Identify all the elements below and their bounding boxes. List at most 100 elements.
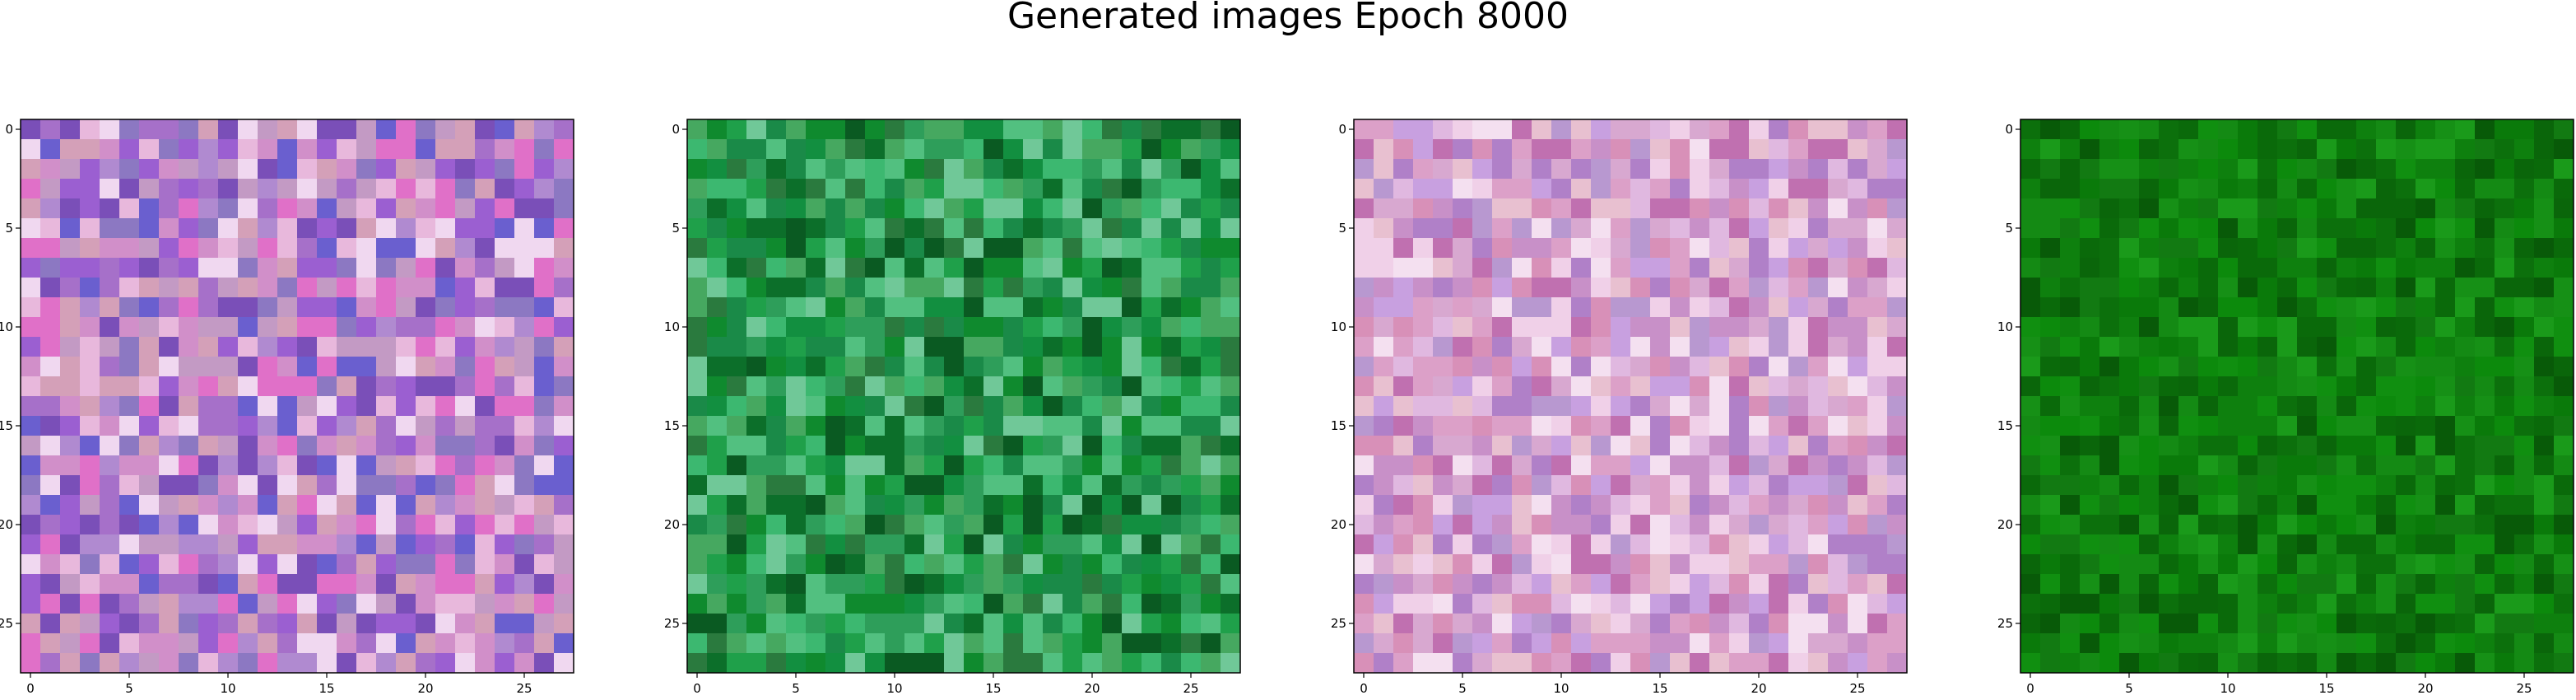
heatmap-cell [1492,534,1513,555]
heatmap-cell [944,278,965,298]
heatmap-cell [2317,396,2337,417]
heatmap-cell [2257,534,2278,555]
heatmap-cell [2020,238,2041,259]
heatmap-cell [2514,416,2535,436]
heatmap-cell [825,159,846,180]
heatmap-cell [865,574,886,595]
heatmap-cell [1122,179,1142,199]
heatmap-cell [1003,416,1024,436]
heatmap-cell [1788,218,1809,239]
heatmap-cell [356,159,377,180]
heatmap-cell [1102,534,1123,555]
heatmap-cell [964,633,984,654]
heatmap-cell [1354,278,1374,298]
heatmap-cell [60,337,81,357]
heatmap-cell [1532,317,1552,338]
heatmap-cell [2495,357,2515,377]
heatmap-cell [475,554,495,575]
axes-frame [1353,119,1908,674]
heatmap-cell [2297,119,2318,140]
heatmap-cell [2534,574,2555,595]
heatmap-cell [2534,534,2555,555]
heatmap-cell [40,258,61,278]
heatmap-cell [1082,653,1103,674]
heatmap-cell [435,159,456,180]
heatmap-cell [845,614,866,634]
heatmap-cell [2356,495,2377,516]
heatmap-cell [727,633,747,654]
heatmap-cell [21,337,41,357]
heatmap-cell [2040,614,2061,634]
heatmap-cell [865,159,886,180]
heatmap-cell [514,337,535,357]
heatmap-cell [1102,653,1123,674]
heatmap-cell [100,534,120,555]
heatmap-cell [687,238,708,259]
heatmap-cell [1887,357,1908,377]
heatmap-cell [845,238,866,259]
heatmap-cell [1142,534,1162,555]
heatmap-cell [983,238,1004,259]
heatmap-cell [139,317,160,338]
heatmap-cell [766,198,787,219]
heatmap-cell [1709,554,1730,575]
heatmap-cell [218,495,239,516]
heatmap-cell [707,594,728,614]
heatmap-cell [455,515,476,535]
heatmap-cell [40,119,61,140]
heatmap-cell [337,218,357,239]
heatmap-cell [885,515,905,535]
x-tick-label: 5 [125,681,133,696]
heatmap-cell [60,475,81,496]
heatmap-cell [2416,416,2436,436]
heatmap-cell [317,278,337,298]
heatmap-cell [119,633,140,654]
heatmap-cell [1472,495,1493,516]
heatmap-cell [2435,198,2456,219]
heatmap-cell [139,653,160,674]
heatmap-cell [1867,455,1888,476]
heatmap-cell [1181,258,1202,278]
heatmap-cell [2376,357,2397,377]
heatmap-cell [1122,495,1142,516]
heatmap-cell [2554,534,2574,555]
heatmap-cell [60,455,81,476]
heatmap-cell [317,455,337,476]
heatmap-cell [2198,574,2219,595]
heatmap-cell [554,574,574,595]
heatmap-cell [80,455,100,476]
heatmap-cell [1023,159,1044,180]
heatmap-cell [786,376,807,397]
heatmap-cell [2534,297,2555,318]
heatmap-cell [1611,594,1631,614]
heatmap-cell [1551,258,1572,278]
heatmap-cell [277,357,298,377]
heatmap-cell [2297,475,2318,496]
heatmap-cell [2040,515,2061,535]
heatmap-cell [2475,278,2495,298]
heatmap-cell [1591,396,1611,417]
heatmap-cell [455,337,476,357]
heatmap-cell [2455,633,2476,654]
heatmap-cell [1532,238,1552,259]
heatmap-cell [2139,594,2160,614]
heatmap-cell [964,594,984,614]
heatmap-cell [514,179,535,199]
heatmap-cell [1062,534,1083,555]
heatmap-cell [455,119,476,140]
heatmap-cell [356,633,377,654]
heatmap-cell [746,198,767,219]
heatmap-cell [1670,554,1690,575]
heatmap-cell [1043,139,1063,160]
heatmap-cell [904,495,925,516]
x-tick-label: 20 [2417,681,2433,696]
heatmap-cell [2495,396,2515,417]
heatmap-cell [455,396,476,417]
heatmap-cell [2218,317,2239,338]
heatmap-cell [1788,297,1809,318]
heatmap-cell [1709,416,1730,436]
heatmap-cell [258,495,278,516]
heatmap-cell [376,317,397,338]
heatmap-cell [2178,198,2199,219]
heatmap-cell [337,574,357,595]
